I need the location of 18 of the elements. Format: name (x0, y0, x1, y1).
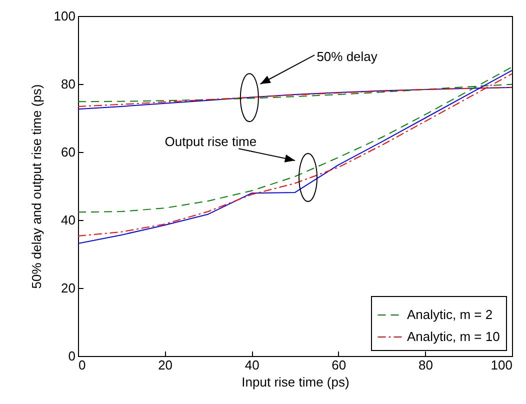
legend-label: Analytic, m = 10 (407, 329, 500, 344)
annotation: Output rise time (164, 134, 257, 149)
y-tick-label: 20 (61, 280, 76, 296)
x-tick-label: 40 (244, 358, 260, 372)
x-tick-label: 60 (332, 358, 346, 372)
x-axis-title: Input rise time (ps) (242, 374, 350, 390)
y-tick-label: 40 (61, 212, 76, 228)
y-tick-label: 80 (61, 76, 76, 92)
x-tick-label: 0 (78, 358, 86, 372)
y-tick-label: 100 (54, 8, 76, 24)
annotation: 50% delay (316, 48, 378, 64)
x-tick-label: 20 (158, 358, 173, 372)
line-series (78, 66, 512, 213)
x-tick-label: 100 (490, 358, 512, 372)
legend-label: Analytic, m = 2 (407, 307, 493, 322)
x-tick-label: 80 (418, 358, 433, 372)
y-tick-label: 60 (61, 144, 76, 160)
y-axis-title: 50% delay and output rise time (ps) (28, 84, 44, 289)
